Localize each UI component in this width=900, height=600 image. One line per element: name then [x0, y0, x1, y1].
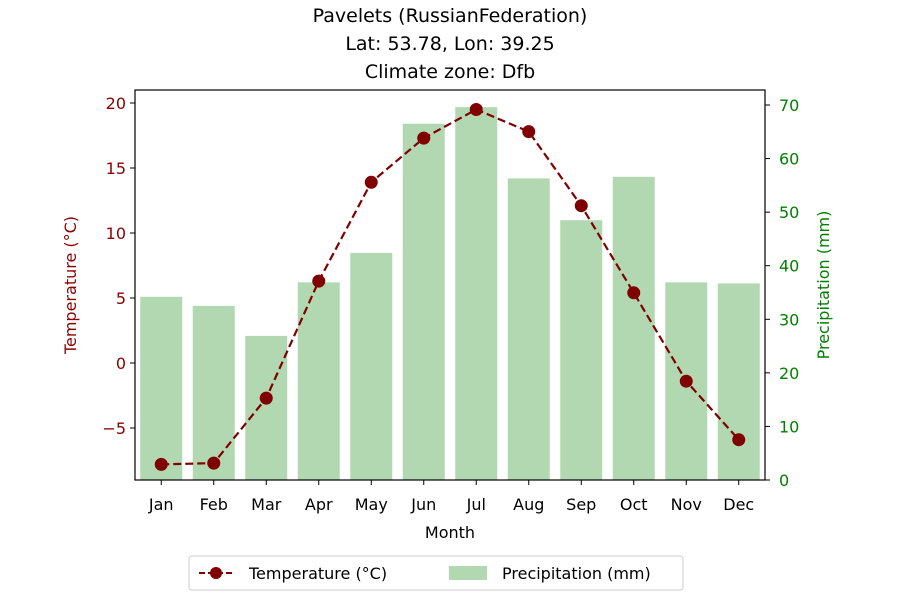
precipitation-bar: [455, 107, 498, 481]
temperature-point: [312, 274, 326, 288]
precipitation-bar: [402, 123, 445, 480]
x-axis-tick-label: Dec: [723, 495, 754, 514]
precipitation-bars: [140, 107, 760, 481]
x-axis-tick-label: Aug: [513, 495, 544, 514]
chart-title-line-3: Climate zone: Dfb: [365, 61, 535, 83]
right-axis: 0 10 20 30 40 50 60 70: [765, 96, 799, 490]
chart-title-line-2: Lat: 53.78, Lon: 39.25: [345, 33, 554, 55]
right-axis-tick-label: 70: [779, 96, 799, 115]
temperature-line-path: [161, 108, 740, 466]
temperature-point: [469, 103, 483, 116]
precipitation-bar: [717, 283, 760, 480]
plot-frame: [134, 89, 766, 481]
right-axis-tick-label: 30: [779, 310, 799, 329]
x-axis-tick-label: Jul: [466, 495, 486, 514]
x-axis-tick-label: Nov: [671, 495, 702, 514]
precipitation-bar: [140, 296, 183, 480]
x-axis-tick-label: Mar: [251, 495, 282, 514]
temperature-point: [154, 457, 168, 471]
right-axis-tick-label: 60: [779, 150, 799, 169]
precipitation-bar: [560, 220, 603, 480]
legend: Temperature (°C) Precipitation (mm): [188, 555, 684, 591]
left-axis: −5 0 5 10 15 20: [102, 94, 135, 438]
right-axis-tick-label: 40: [779, 257, 799, 276]
left-axis-tick-label: 15: [106, 159, 126, 178]
temperature-point: [627, 286, 641, 300]
x-axis-tick-label: Apr: [305, 495, 333, 514]
x-axis: Jan Feb Mar Apr May Jun Jul Aug Sep Oct Nov Dec: [148, 480, 754, 514]
precipitation-bar: [507, 178, 550, 480]
left-axis-label: Temperature (°C): [61, 216, 80, 355]
precipitation-bar: [192, 305, 235, 480]
left-axis-tick-label: 0: [116, 354, 126, 373]
temperature-point: [417, 131, 431, 145]
precipitation-bar: [245, 335, 288, 480]
temperature-point: [259, 391, 273, 405]
precipitation-bar: [350, 252, 393, 480]
temperature-point: [207, 456, 221, 470]
temperature-point: [679, 374, 693, 388]
x-axis-tick-label: Sep: [566, 495, 596, 514]
right-axis-tick-label: 20: [779, 364, 799, 383]
left-axis-tick-label: 5: [116, 289, 126, 308]
temperature-point: [732, 433, 746, 447]
chart-title-line-1: Pavelets (RussianFederation): [313, 5, 588, 27]
right-axis-tick-label: 0: [779, 471, 789, 490]
right-axis-tick-label: 50: [779, 203, 799, 222]
legend-precipitation-label: Precipitation (mm): [502, 564, 651, 583]
temperature-line: [154, 103, 746, 471]
x-axis-tick-label: Feb: [200, 495, 228, 514]
temperature-point: [574, 199, 588, 213]
temperature-point: [364, 175, 378, 189]
precipitation-bar: [297, 282, 340, 480]
right-axis-tick-label: 10: [779, 417, 799, 436]
temperature-point: [522, 125, 536, 139]
legend-temperature-marker-icon: [210, 567, 222, 579]
legend-box: [188, 555, 684, 591]
left-axis-tick-label: 20: [106, 94, 126, 113]
left-axis-tick-label: −5: [102, 419, 126, 438]
x-axis-tick-label: Jun: [410, 495, 436, 514]
legend-temperature-label: Temperature (°C): [248, 564, 387, 583]
x-axis-tick-label: May: [355, 495, 388, 514]
x-axis-label: Month: [425, 523, 475, 542]
legend-precipitation-swatch-icon: [449, 566, 487, 580]
precipitation-bar: [612, 176, 655, 481]
x-axis-tick-label: Oct: [620, 495, 648, 514]
x-axis-tick-label: Jan: [148, 495, 174, 514]
right-axis-label: Precipitation (mm): [814, 211, 833, 360]
left-axis-tick-label: 10: [106, 224, 126, 243]
